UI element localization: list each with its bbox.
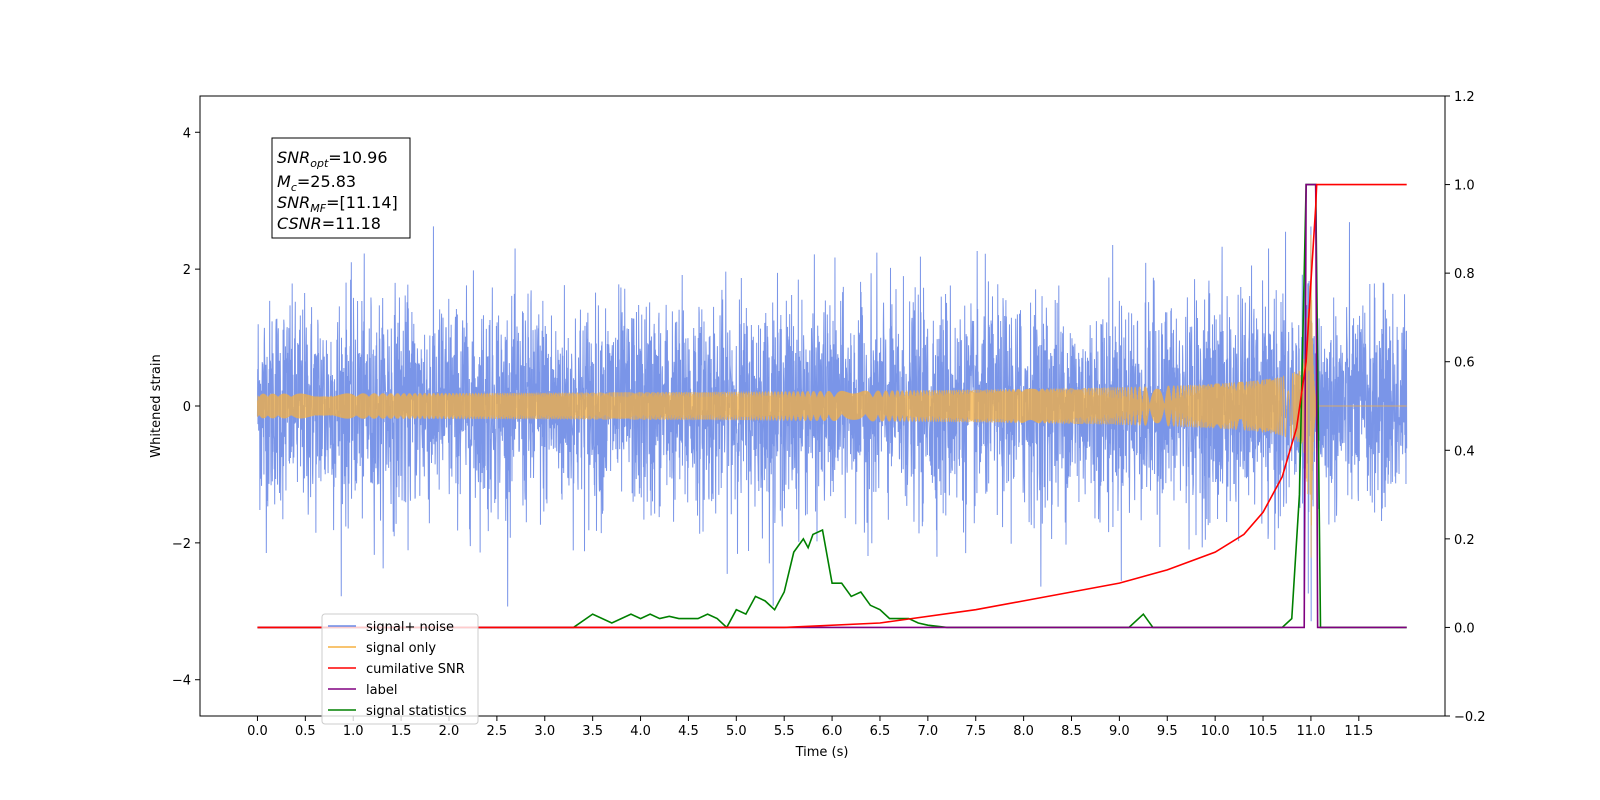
x-tick-label: 10.5 — [1249, 724, 1278, 739]
y-axis-label: Whitened strain — [149, 354, 164, 457]
mc-base: M — [277, 172, 291, 191]
annotation-box: SNRopt=10.96 Mc=25.83 SNRMF=[11.14] CSNR… — [271, 137, 411, 239]
x-tick-label: 1.0 — [343, 724, 364, 739]
y-axis-left: 4 2 0 −2 −4 — [172, 126, 200, 689]
x-tick-label: 2.0 — [439, 724, 460, 739]
x-tick-label: 3.0 — [534, 724, 555, 739]
y2-tick-label: 0.0 — [1454, 621, 1475, 636]
snr-mf-base: SNR — [277, 193, 310, 212]
y2-tick-label: 0.8 — [1454, 267, 1475, 282]
snr-opt-val: =10.96 — [328, 148, 387, 167]
x-tick-label: 7.0 — [918, 724, 939, 739]
x-tick-label: 6.0 — [822, 724, 843, 739]
legend-label-stats: signal statistics — [366, 704, 467, 719]
y-tick-label: 4 — [183, 126, 191, 141]
y-tick-label: 2 — [183, 263, 191, 278]
series-label — [257, 183, 1407, 629]
y2-tick-label: 1.0 — [1454, 179, 1475, 194]
series-signal-only — [256, 234, 1407, 558]
legend-label-cumulative: cumilative SNR — [366, 662, 465, 677]
x-tick-label: 11.0 — [1296, 724, 1325, 739]
x-tick-label: 1.5 — [391, 724, 412, 739]
x-tick-label: 8.0 — [1013, 724, 1034, 739]
x-axis: 0.0 0.5 1.0 1.5 2.0 2.5 3.0 3.5 4.0 4.5 5.0 5.5 6.0 6… — [247, 716, 1373, 739]
x-tick-label: 7.5 — [965, 724, 986, 739]
snr-mf-sub: MF — [310, 202, 326, 215]
snr-opt-sub: opt — [310, 157, 329, 170]
annotation-frame — [271, 137, 411, 239]
mc-sub: c — [291, 181, 297, 194]
annotation-csnr: CSNR=11.18 — [277, 214, 381, 233]
plot-area — [256, 183, 1408, 629]
y-axis-right: 1.2 1.0 0.8 0.6 0.4 0.2 0.0 −0.2 — [1445, 90, 1486, 725]
csnr-val: =11.18 — [322, 214, 381, 233]
y-tick-label: −2 — [172, 537, 191, 552]
annotation-snr-mf: SNRMF=[11.14] — [277, 193, 398, 215]
x-tick-label: 9.0 — [1109, 724, 1130, 739]
mc-val: =25.83 — [297, 172, 356, 191]
annotation-snr-opt: SNRopt=10.96 — [277, 148, 388, 170]
x-axis-label: Time (s) — [795, 745, 849, 760]
legend-label-noise: signal+ noise — [366, 620, 454, 635]
y2-tick-label: 0.4 — [1454, 444, 1475, 459]
x-tick-label: 8.5 — [1061, 724, 1082, 739]
x-tick-label: 0.0 — [247, 724, 268, 739]
csnr-base: CSNR — [277, 214, 322, 233]
y2-tick-label: 0.6 — [1454, 356, 1475, 371]
legend-label-signal: signal only — [366, 641, 436, 656]
series-signal-noise — [256, 222, 1408, 622]
x-tick-label: 3.5 — [582, 724, 603, 739]
x-tick-label: 2.5 — [487, 724, 508, 739]
snr-mf-val: =[11.14] — [326, 193, 398, 212]
y2-tick-label: 0.2 — [1454, 533, 1475, 548]
x-tick-label: 9.5 — [1157, 724, 1178, 739]
x-tick-label: 11.5 — [1344, 724, 1373, 739]
x-tick-label: 5.5 — [774, 724, 795, 739]
series-cumulative-snr — [257, 183, 1407, 629]
x-tick-label: 6.5 — [870, 724, 891, 739]
y2-tick-label: −0.2 — [1454, 710, 1486, 725]
x-tick-label: 5.0 — [726, 724, 747, 739]
x-tick-label: 10.0 — [1201, 724, 1230, 739]
x-tick-label: 4.0 — [630, 724, 651, 739]
y-tick-label: 0 — [183, 400, 191, 415]
y-tick-label: −4 — [172, 674, 191, 689]
annotation-mc: Mc=25.83 — [277, 172, 356, 194]
legend-label-label: label — [366, 683, 397, 698]
snr-opt-base: SNR — [277, 148, 310, 167]
legend-frame — [321, 613, 479, 725]
legend: signal+ noise signal only cumilative SNR… — [321, 613, 479, 725]
y2-tick-label: 1.2 — [1454, 90, 1475, 105]
x-tick-label: 4.5 — [678, 724, 699, 739]
x-tick-label: 0.5 — [295, 724, 316, 739]
